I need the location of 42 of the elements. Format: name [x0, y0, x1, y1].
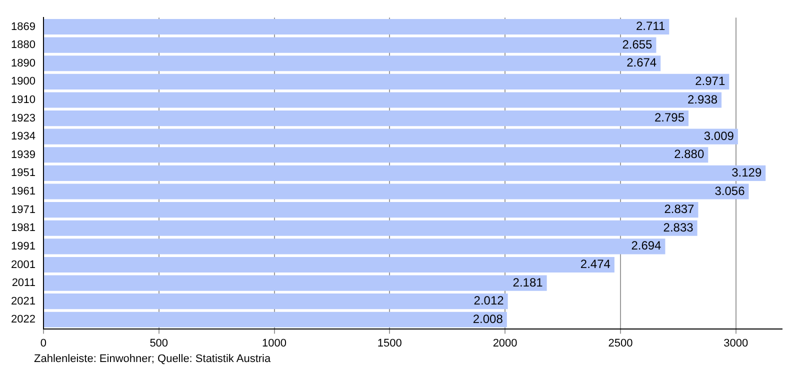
y-tick-label: 1971 — [10, 204, 36, 216]
data-label: 2.837 — [664, 202, 695, 216]
y-tick-label: 1991 — [10, 240, 36, 252]
y-tick-label: 1981 — [10, 222, 36, 234]
x-tick-label: 0 — [40, 337, 47, 350]
data-label: 2.880 — [674, 147, 704, 162]
data-label: 3.009 — [704, 128, 734, 143]
data-label: 2.674 — [626, 56, 657, 70]
y-tick-label: 1934 — [10, 130, 36, 143]
data-label: 2.694 — [631, 238, 662, 253]
y-tick-label: 1923 — [10, 112, 36, 124]
y-tick-label: 1880 — [10, 39, 36, 52]
x-tick-label: 2000 — [492, 337, 518, 350]
data-label: 2.474 — [580, 257, 611, 272]
y-tick-label: 2021 — [10, 295, 36, 308]
y-tick-label: 1900 — [10, 76, 36, 88]
y-tick-label: 2011 — [12, 277, 36, 290]
data-label: 2.655 — [622, 37, 653, 52]
y-tick-label: 1961 — [10, 186, 36, 198]
data-label: 2.833 — [663, 220, 694, 234]
y-tick-label: 2022 — [10, 314, 36, 326]
y-tick-label: 1890 — [10, 57, 36, 70]
text: Zahlenleiste: Einwohner; Quelle: Statistik Austria — [34, 353, 272, 365]
x-tick-label: 1500 — [377, 337, 402, 350]
y-tick-label: 2001 — [10, 258, 36, 271]
x-tick-label: 1000 — [262, 337, 287, 350]
data-label: 3.056 — [714, 184, 746, 198]
y-tick-label: 1939 — [10, 148, 36, 161]
data-label: 2.012 — [474, 294, 504, 308]
data-label: 2.971 — [695, 74, 726, 88]
data-label: 2.795 — [654, 110, 685, 125]
y-tick-label: 1910 — [10, 94, 36, 106]
y-tick-label: 1951 — [10, 167, 36, 180]
x-tick-label: 500 — [150, 337, 168, 350]
data-label: 2.181 — [512, 275, 544, 290]
x-tick-label: 2500 — [608, 337, 633, 350]
y-tick-label: 1869 — [10, 20, 36, 33]
x-tick-label: 3000 — [724, 337, 748, 350]
data-label: 2.938 — [688, 92, 718, 106]
data-label: 3.129 — [732, 166, 762, 180]
data-label: 2.008 — [472, 312, 504, 326]
data-label: 2.711 — [636, 19, 666, 34]
